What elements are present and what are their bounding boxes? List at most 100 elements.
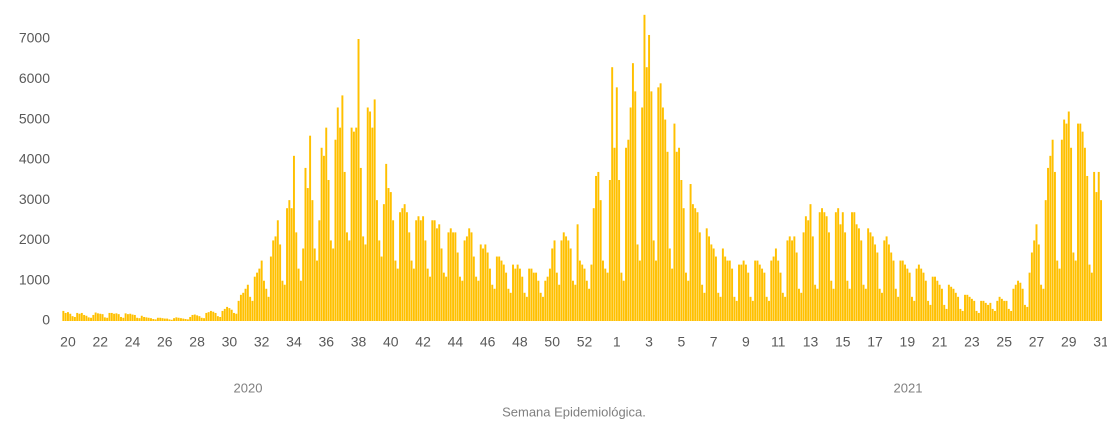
bar — [429, 276, 431, 321]
bar — [378, 240, 381, 321]
bar — [869, 232, 872, 321]
bar — [228, 308, 231, 321]
bar — [1026, 306, 1029, 321]
bar — [934, 276, 936, 321]
bar — [528, 268, 531, 321]
bar — [883, 240, 886, 321]
bar — [173, 318, 176, 321]
bar — [924, 280, 927, 321]
bar — [385, 163, 388, 321]
bar — [804, 216, 807, 321]
bar — [708, 236, 711, 321]
bar — [94, 312, 97, 321]
bar — [334, 139, 337, 321]
bar — [901, 260, 904, 321]
bar — [108, 312, 111, 321]
bar — [655, 260, 657, 321]
bar — [558, 284, 561, 321]
bar — [237, 300, 240, 321]
bar — [1014, 284, 1017, 321]
bar — [292, 155, 295, 321]
bar — [634, 91, 637, 321]
bar — [887, 244, 890, 321]
bar — [182, 318, 185, 321]
bar — [899, 260, 902, 321]
bar — [463, 240, 466, 321]
bar — [1023, 304, 1026, 321]
bar — [133, 314, 136, 321]
bar — [320, 147, 323, 321]
bar — [145, 317, 148, 321]
bar — [848, 288, 851, 321]
bar — [184, 318, 187, 321]
bar — [115, 313, 118, 321]
bar — [249, 296, 252, 321]
bar — [567, 240, 570, 321]
bar — [124, 313, 127, 321]
bar — [341, 95, 344, 322]
bar — [846, 280, 849, 321]
bar — [140, 315, 143, 321]
bar — [438, 224, 441, 321]
x-axis-title: Semana Epidemiológica. — [502, 404, 646, 419]
bar — [576, 224, 579, 321]
bar — [1067, 111, 1070, 321]
bar — [578, 260, 581, 321]
x-tick-label: 9 — [742, 334, 750, 350]
bar — [747, 272, 750, 321]
bar — [486, 252, 489, 321]
bar — [970, 298, 973, 321]
bar — [198, 316, 201, 321]
bar — [701, 284, 704, 321]
bar — [1010, 310, 1013, 321]
bar — [680, 180, 683, 321]
bar — [73, 316, 76, 321]
x-tick-label: 20 — [60, 334, 76, 350]
bar — [1003, 300, 1006, 321]
bar — [154, 319, 157, 321]
bar — [256, 272, 259, 321]
bar — [611, 67, 614, 321]
bar — [537, 280, 540, 321]
bar — [636, 244, 639, 321]
bar — [931, 276, 934, 321]
bar — [945, 308, 948, 321]
bar — [539, 292, 542, 321]
bar — [904, 264, 907, 321]
bar — [885, 236, 888, 321]
bar — [431, 220, 434, 321]
bar — [950, 286, 953, 321]
bar — [376, 200, 378, 321]
bar — [968, 296, 971, 321]
bar — [588, 288, 591, 321]
bar — [1017, 280, 1020, 321]
bar — [758, 264, 761, 321]
bar — [226, 306, 229, 321]
bar — [698, 232, 701, 321]
x-tick-label: 31 — [1093, 334, 1107, 350]
bar — [392, 220, 395, 321]
bar — [290, 208, 293, 321]
bar — [671, 268, 674, 321]
bar — [311, 200, 314, 321]
bar — [1012, 288, 1015, 321]
bar — [1028, 272, 1031, 321]
x-tick-label: 15 — [835, 334, 851, 350]
bar — [205, 312, 208, 321]
bar — [544, 280, 547, 321]
bar — [343, 171, 346, 321]
bar — [613, 147, 616, 321]
y-tick-label: 2000 — [19, 231, 50, 247]
bar — [694, 208, 697, 321]
bar — [327, 180, 330, 321]
bar — [691, 204, 694, 321]
bar — [209, 310, 212, 321]
bar — [329, 240, 332, 321]
bar — [625, 147, 627, 321]
bar — [518, 268, 521, 321]
bar — [606, 272, 609, 321]
bar — [913, 300, 916, 321]
bar — [994, 310, 996, 321]
bar — [447, 232, 450, 321]
bar — [1033, 240, 1036, 321]
